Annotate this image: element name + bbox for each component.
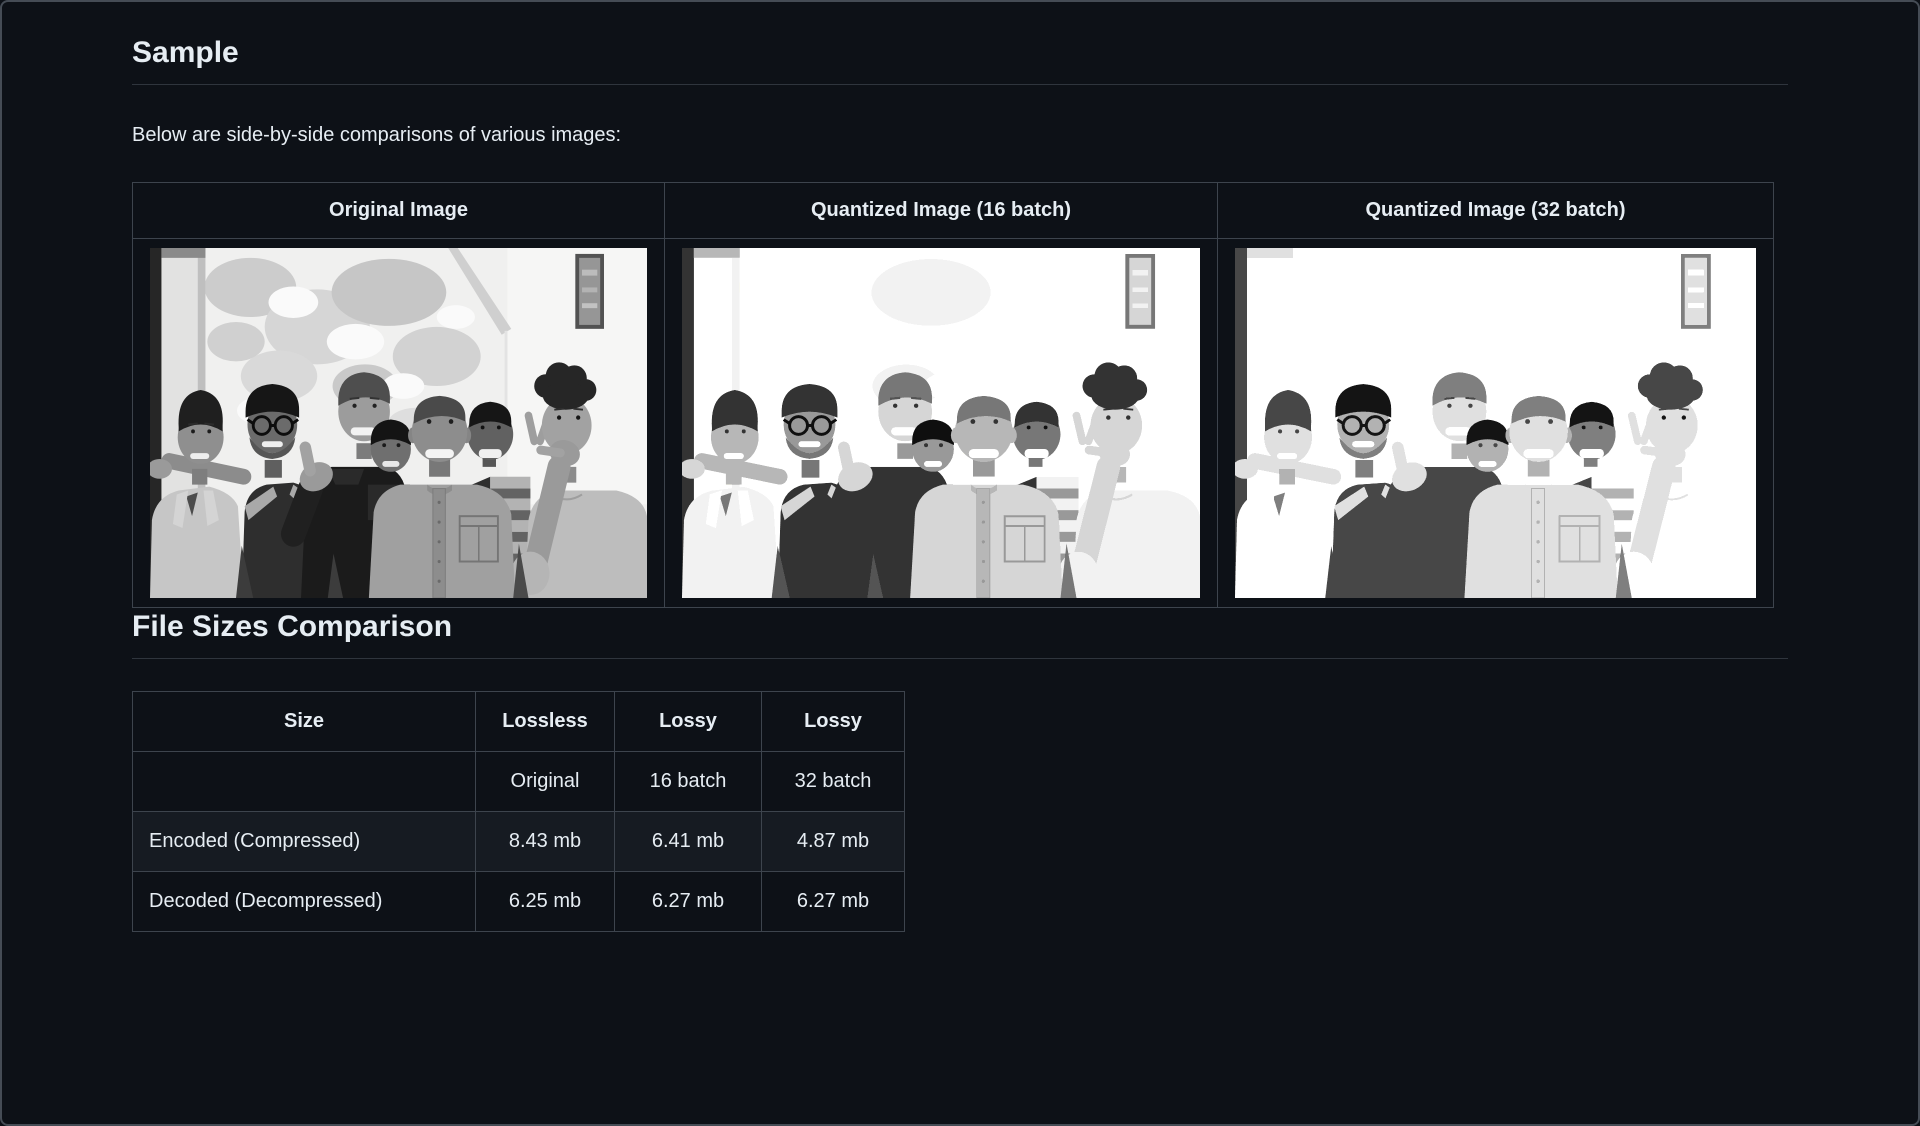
image-table-header-row: Original Image Quantized Image (16 batch…	[132, 182, 1774, 239]
quantized-16-image-cell	[664, 238, 1218, 608]
column-header-quantized-16: Quantized Image (16 batch)	[664, 182, 1218, 239]
readme-page: Sample Below are side-by-side comparison…	[2, 2, 1918, 932]
lossy-32-column-header: Lossy	[761, 691, 905, 752]
variant-lossless-value: Original	[475, 751, 615, 812]
sample-heading: Sample	[132, 34, 1788, 85]
size-column-header: Size	[132, 691, 476, 752]
table-row-variants: Original 16 batch 32 batch	[132, 751, 905, 812]
image-comparison-table: Original Image Quantized Image (16 batch…	[132, 182, 1774, 608]
decoded-row-label: Decoded (Decompressed)	[132, 871, 476, 932]
file-sizes-heading: File Sizes Comparison	[132, 608, 1788, 659]
encoded-row-label: Encoded (Compressed)	[132, 811, 476, 872]
decoded-lossless-value: 6.25 mb	[475, 871, 615, 932]
image-table-row	[132, 238, 1774, 608]
encoded-lossless-value: 8.43 mb	[475, 811, 615, 872]
lossy-16-column-header: Lossy	[614, 691, 762, 752]
original-image-cell	[132, 238, 665, 608]
variant-lossy16-value: 16 batch	[614, 751, 762, 812]
intro-text: Below are side-by-side comparisons of va…	[132, 124, 622, 146]
original-group-photo-image	[150, 248, 647, 598]
table-row-encoded: Encoded (Compressed) 8.43 mb 6.41 mb 4.8…	[132, 811, 905, 872]
encoded-lossy32-value: 4.87 mb	[761, 811, 905, 872]
column-header-quantized-32: Quantized Image (32 batch)	[1217, 182, 1774, 239]
quantized-32-group-photo-image	[1235, 248, 1756, 598]
column-header-original-image: Original Image	[132, 182, 665, 239]
file-sizes-table: Size Lossless Lossy Lossy Original 16 ba…	[132, 691, 905, 932]
table-row-decoded: Decoded (Decompressed) 6.25 mb 6.27 mb 6…	[132, 871, 905, 932]
encoded-lossy16-value: 6.41 mb	[614, 811, 762, 872]
decoded-lossy32-value: 6.27 mb	[761, 871, 905, 932]
quantized-16-group-photo-image	[682, 248, 1200, 598]
lossless-column-header: Lossless	[475, 691, 615, 752]
variant-row-label	[132, 751, 476, 812]
variant-lossy32-value: 32 batch	[761, 751, 905, 812]
file-table-header-row: Size Lossless Lossy Lossy	[132, 691, 905, 752]
quantized-32-image-cell	[1217, 238, 1774, 608]
decoded-lossy16-value: 6.27 mb	[614, 871, 762, 932]
